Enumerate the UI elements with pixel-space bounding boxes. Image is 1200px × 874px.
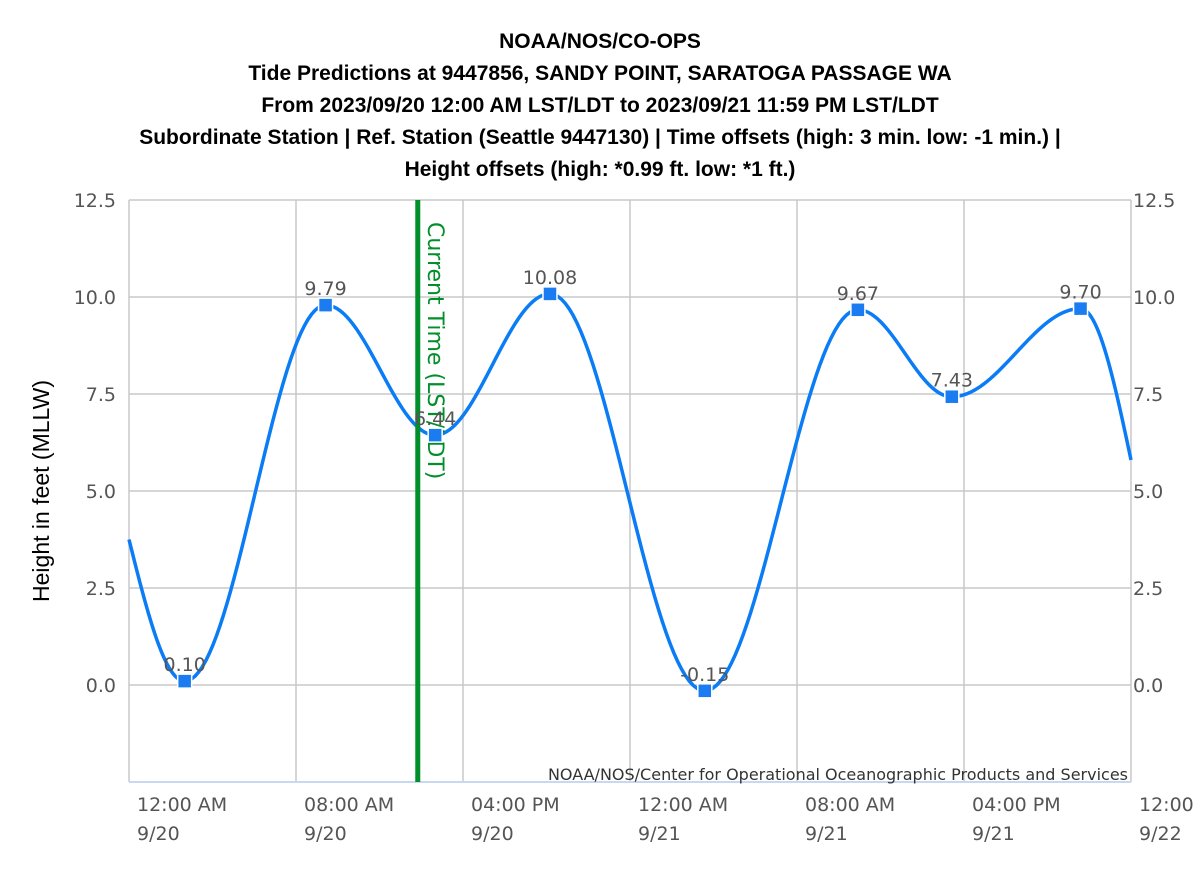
y-tick-label-right: 10.0 [1133,287,1175,309]
y-tick-label-left: 10.0 [74,287,116,309]
title-line-1: NOAA/NOS/CO-OPS [499,30,701,53]
title-line-3: From 2023/09/20 12:00 AM LST/LDT to 2023… [261,94,939,117]
x-tick-time: 08:00 AM [304,794,394,816]
x-tick-time: 08:00 AM [805,794,895,816]
extremum-marker [427,427,443,443]
x-tick-date: 9/20 [137,823,180,845]
x-tick-time: 12:00 AM [137,794,227,816]
x-tick-date: 9/21 [805,823,848,845]
extremum-marker [697,683,713,699]
extremum-label: 9.67 [837,283,879,305]
extremum-marker [317,297,334,313]
x-axis-ticks: 12:00 AM 9/20 08:00 AM 9/20 04:00 PM 9/20 12:0… [137,794,1194,845]
credit-text: NOAA/NOS/Center for Operational Oceanogr… [548,765,1128,784]
extremum-marker [542,286,558,302]
title-line-4: Subordinate Station | Ref. Station (Seat… [139,126,1061,149]
extremum-label: 7.43 [931,370,973,392]
x-tick-date: 9/22 [1139,823,1182,845]
tide-curve [127,292,1133,693]
extremum-marker [1072,300,1089,317]
y-tick-label-left: 2.5 [86,578,116,600]
title-line-5: Height offsets (high: *0.99 ft. low: *1 … [404,158,796,181]
extremum-label: 0.10 [164,654,206,676]
y-tick-label-right: 2.5 [1133,578,1163,600]
chart-title: NOAA/NOS/CO-OPS Tide Predictions at 9447… [0,26,1200,186]
grid [128,199,1132,783]
x-tick-date: 9/21 [638,823,681,845]
extremum-label: 6.44 [414,408,456,430]
y-tick-label-left: 0.0 [86,675,116,697]
x-tick-date: 9/20 [304,823,347,845]
y-tick-label-right: 7.5 [1133,384,1163,406]
y-tick-label-left: 5.0 [86,481,116,503]
extrema-markers: 0.10 9.79 6.44 10.08 -0.15 9.67 7.43 9.70 [164,267,1102,699]
extremum-marker [176,673,193,689]
y-axis-label: Height in feet (MLLW) [28,380,54,602]
y-tick-label-left: 7.5 [86,384,116,406]
title-line-2: Tide Predictions at 9447856, SANDY POINT… [248,62,952,85]
extremum-label: 10.08 [523,267,577,289]
y-tick-label-right: 12.5 [1133,190,1175,212]
y-tick-label-right: 5.0 [1133,481,1163,503]
tide-series [127,292,1133,693]
extremum-label: 9.70 [1059,282,1101,304]
x-tick-time: 04:00 PM [972,794,1061,816]
extremum-label: 9.79 [304,278,346,300]
x-tick-date: 9/20 [471,823,514,845]
x-tick-time: 12:00 [1139,794,1194,816]
y-tick-label-right: 0.0 [1133,675,1163,697]
x-tick-time: 04:00 PM [471,794,560,816]
extremum-marker [944,388,960,405]
y-axis-ticks: 12.5 12.5 10.0 10.0 7.5 7.5 5.0 5.0 2.5 2.5 0.0 0.0 [74,190,1176,697]
extremum-marker [850,302,866,318]
x-tick-time: 12:00 AM [638,794,728,816]
x-tick-date: 9/21 [972,823,1015,845]
extremum-label: -0.15 [680,664,729,686]
y-tick-label-left: 12.5 [74,190,116,212]
